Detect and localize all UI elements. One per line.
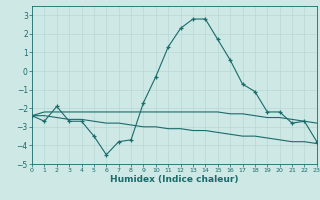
X-axis label: Humidex (Indice chaleur): Humidex (Indice chaleur) — [110, 175, 239, 184]
